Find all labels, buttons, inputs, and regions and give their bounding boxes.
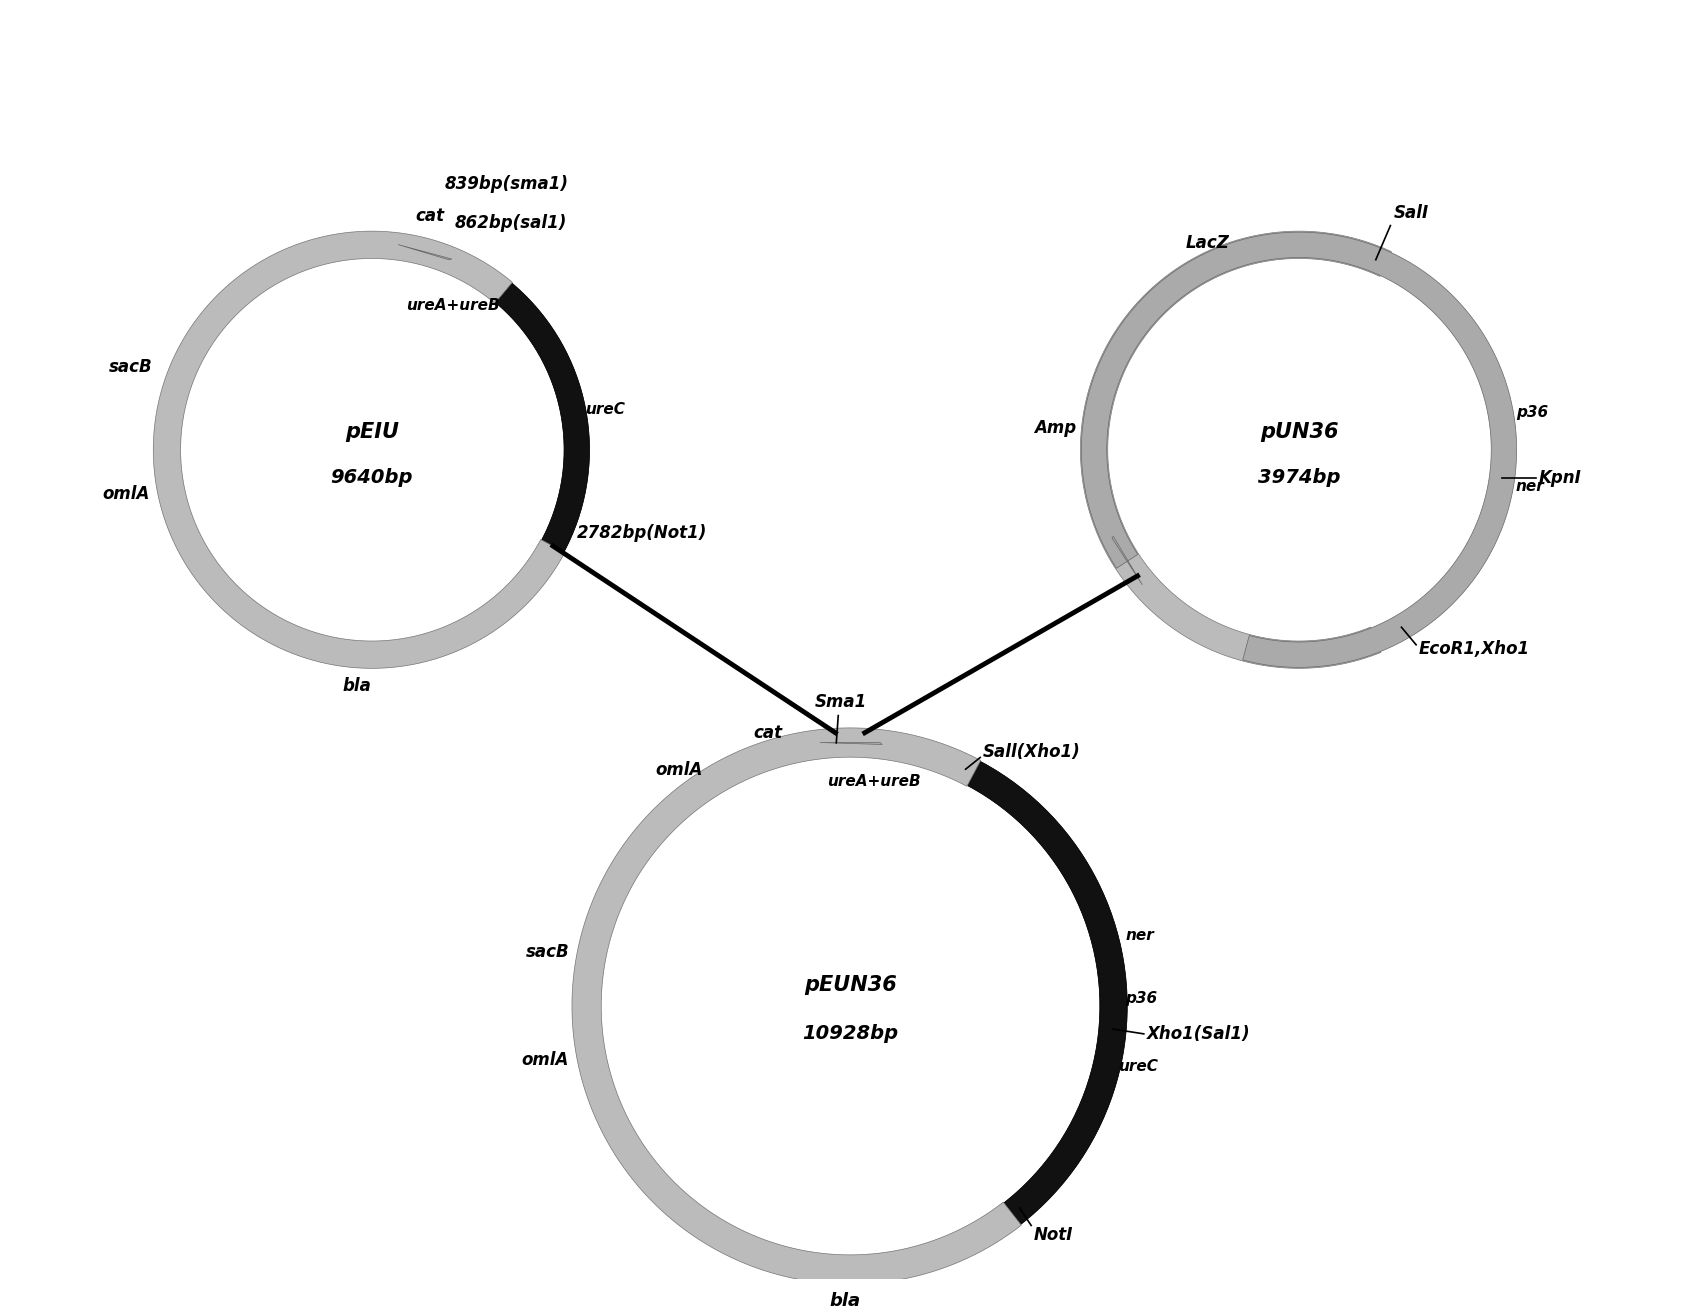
- Polygon shape: [819, 743, 883, 744]
- Polygon shape: [154, 232, 565, 668]
- Text: bla: bla: [343, 678, 372, 695]
- Text: ureA+ureB: ureA+ureB: [828, 773, 922, 789]
- Text: 9640bp: 9640bp: [331, 467, 413, 487]
- Text: Amp: Amp: [1034, 420, 1077, 437]
- Text: KpnI: KpnI: [1540, 470, 1582, 488]
- Text: SalI: SalI: [1393, 204, 1429, 222]
- Text: ureA+ureB: ureA+ureB: [406, 298, 500, 313]
- Text: omlA: omlA: [102, 485, 150, 502]
- Polygon shape: [1081, 232, 1391, 668]
- Polygon shape: [154, 239, 589, 667]
- Text: Sma1: Sma1: [814, 693, 867, 712]
- Polygon shape: [574, 729, 1127, 1283]
- Text: sacB: sacB: [109, 358, 152, 375]
- Text: p36: p36: [1516, 405, 1548, 420]
- Text: ureC: ureC: [586, 402, 625, 417]
- Text: 839bp(sma1): 839bp(sma1): [446, 175, 568, 194]
- Text: 2782bp(Not1): 2782bp(Not1): [577, 523, 707, 542]
- Polygon shape: [572, 727, 1021, 1284]
- Text: sacB: sacB: [526, 943, 568, 961]
- Text: omlA: omlA: [655, 761, 703, 780]
- Text: 10928bp: 10928bp: [802, 1024, 898, 1042]
- Polygon shape: [1111, 536, 1142, 585]
- Text: p36: p36: [1125, 990, 1157, 1006]
- Text: ner: ner: [1125, 929, 1154, 943]
- Polygon shape: [1082, 232, 1516, 667]
- Polygon shape: [154, 232, 589, 667]
- Text: LacZ: LacZ: [1186, 234, 1229, 251]
- Text: 862bp(sal1): 862bp(sal1): [454, 215, 567, 233]
- Text: bla: bla: [830, 1292, 860, 1308]
- Text: pEIU: pEIU: [345, 422, 399, 442]
- Text: EcoR1,Xho1: EcoR1,Xho1: [1419, 640, 1529, 658]
- Text: cat: cat: [417, 207, 446, 225]
- Text: Xho1(Sal1): Xho1(Sal1): [1147, 1025, 1250, 1042]
- Text: cat: cat: [753, 723, 784, 742]
- Text: pUN36: pUN36: [1260, 422, 1338, 442]
- Polygon shape: [574, 729, 1127, 1283]
- Text: ureC: ureC: [1118, 1059, 1159, 1074]
- Text: pEUN36: pEUN36: [804, 974, 896, 994]
- Text: NotI: NotI: [1034, 1226, 1074, 1244]
- Polygon shape: [398, 245, 452, 260]
- Text: ner: ner: [1516, 479, 1545, 494]
- Text: omlA: omlA: [522, 1050, 568, 1069]
- Text: Sall(Xho1): Sall(Xho1): [983, 743, 1081, 761]
- Text: 3974bp: 3974bp: [1258, 467, 1340, 487]
